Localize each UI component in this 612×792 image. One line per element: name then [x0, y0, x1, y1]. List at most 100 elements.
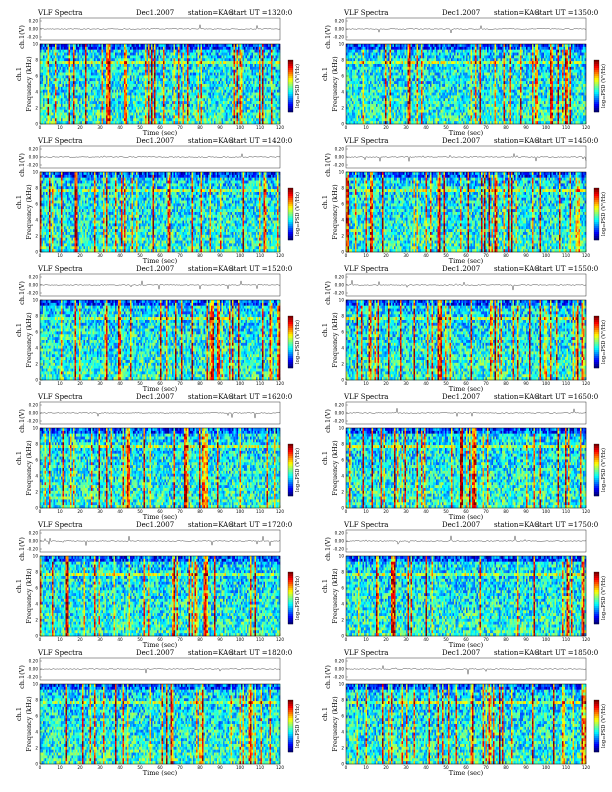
y-tick-label: 0 [35, 506, 38, 511]
x-tick-label: 80 [197, 125, 203, 130]
waveform-tick-label: -0.20 [333, 675, 344, 680]
x-tick-label: 60 [157, 253, 163, 258]
x-tick-label: 110 [562, 125, 570, 130]
x-tick-label: 110 [256, 253, 264, 258]
x-tick-label: 80 [503, 125, 509, 130]
y-tick-label: 4 [341, 218, 344, 223]
waveform-tick-label: 0.00 [29, 411, 39, 416]
y-tick-label: 2 [35, 618, 38, 623]
x-tick-label: 70 [483, 509, 489, 514]
x-tick-label: 110 [256, 637, 264, 642]
x-tick-label: 30 [403, 765, 409, 770]
x-tick-label: 30 [97, 509, 103, 514]
waveform-tick-label: 0.20 [335, 19, 345, 24]
x-axis-label: Time (sec) [143, 513, 178, 521]
x-tick-label: 0 [39, 637, 42, 642]
x-tick-label: 0 [39, 765, 42, 770]
y-tick-label: 4 [35, 346, 38, 351]
colorbar-label: log₁₀PSD (V²/Hz) [294, 64, 301, 108]
x-tick-label: 20 [77, 381, 83, 386]
x-tick-label: 100 [236, 637, 244, 642]
x-tick-label: 120 [582, 765, 590, 770]
y-tick-label: 10 [339, 298, 345, 303]
y-tick-label: 10 [33, 170, 39, 175]
x-tick-label: 80 [503, 509, 509, 514]
y-tick-label: 10 [339, 426, 345, 431]
chart-title: VLF Spectra [343, 9, 388, 17]
y-tick-label: 8 [341, 186, 344, 191]
colorbar-label: log₁₀PSD (V²/Hz) [294, 576, 301, 620]
spectrogram-image [40, 172, 281, 253]
channel-label: ch.1 [15, 323, 23, 337]
chart-start-time: start UT =1650:0 [536, 393, 598, 401]
y-tick-label: 2 [35, 490, 38, 495]
waveform-trace [39, 280, 280, 290]
x-tick-label: 110 [562, 765, 570, 770]
spectrogram-panel: VLF Spectra Dec1.2007 station=KAG start UT … [306, 390, 612, 521]
chart-date: Dec1.2007 [136, 137, 174, 145]
y-tick-label: 8 [35, 186, 38, 191]
x-tick-label: 80 [197, 765, 203, 770]
spectrogram-image [40, 44, 281, 125]
chart-station: station=KAG [188, 521, 234, 529]
x-tick-label: 20 [383, 381, 389, 386]
x-tick-label: 90 [217, 637, 223, 642]
waveform-tick-label: -0.20 [333, 291, 344, 296]
y-axis-label: Frequency (kHz) [331, 184, 339, 240]
spectrogram-image [346, 556, 587, 637]
waveform-y-label: ch.1(V) [18, 153, 26, 177]
spectrogram-panel: VLF Spectra Dec1.2007 station=KAG start UT … [0, 390, 306, 521]
x-tick-label: 120 [276, 637, 284, 642]
spectrogram-image [346, 684, 587, 765]
y-tick-label: 6 [341, 74, 344, 79]
chart-title: VLF Spectra [343, 265, 388, 273]
x-tick-label: 50 [443, 637, 449, 642]
y-tick-label: 2 [341, 618, 344, 623]
spectrogram-panel: VLF Spectra Dec1.2007 station=KAG start UT … [306, 518, 612, 649]
y-tick-label: 4 [341, 474, 344, 479]
y-tick-label: 10 [33, 682, 39, 687]
waveform-trace [39, 153, 281, 158]
chart-start-time: start UT =1520:0 [230, 265, 292, 273]
waveform-trace [345, 535, 587, 545]
y-axis-label: Frequency (kHz) [331, 312, 339, 368]
x-axis-label: Time (sec) [449, 513, 484, 521]
x-tick-label: 80 [197, 637, 203, 642]
colorbar-frame [593, 187, 600, 241]
x-tick-label: 0 [345, 253, 348, 258]
y-tick-label: 2 [341, 746, 344, 751]
channel-label: ch.1 [321, 707, 329, 721]
y-tick-label: 8 [341, 570, 344, 575]
colorbar [594, 60, 599, 113]
waveform-tick-label: 0.20 [335, 275, 345, 280]
colorbar-frame [287, 187, 294, 241]
x-tick-label: 60 [157, 509, 163, 514]
chart-station: station=KAG [494, 521, 540, 529]
x-tick-label: 10 [57, 509, 63, 514]
colorbar-frame [593, 571, 600, 625]
waveform-tick-label: 0.00 [29, 155, 39, 160]
x-axis-label: Time (sec) [143, 641, 178, 649]
x-tick-label: 40 [423, 253, 429, 258]
colorbar-frame [287, 571, 294, 625]
x-tick-label: 50 [137, 637, 143, 642]
waveform-trace [345, 24, 587, 34]
waveform-tick-label: 0.00 [29, 27, 39, 32]
waveform-tick-label: 0.20 [335, 659, 345, 664]
y-axis-label: Frequency (kHz) [25, 568, 33, 624]
y-tick-label: 2 [35, 234, 38, 239]
x-tick-label: 80 [503, 381, 509, 386]
x-tick-label: 30 [97, 637, 103, 642]
x-tick-label: 30 [403, 637, 409, 642]
x-tick-label: 80 [197, 381, 203, 386]
y-tick-label: 2 [35, 106, 38, 111]
spectrogram-panel: VLF Spectra Dec1.2007 station=KAG start UT … [0, 262, 306, 393]
x-tick-label: 40 [423, 125, 429, 130]
x-tick-label: 100 [542, 509, 550, 514]
x-tick-label: 0 [345, 765, 348, 770]
x-tick-label: 120 [582, 509, 590, 514]
channel-label: ch.1 [321, 67, 329, 81]
x-tick-label: 10 [363, 509, 369, 514]
waveform-tick-label: 0.20 [29, 275, 39, 280]
